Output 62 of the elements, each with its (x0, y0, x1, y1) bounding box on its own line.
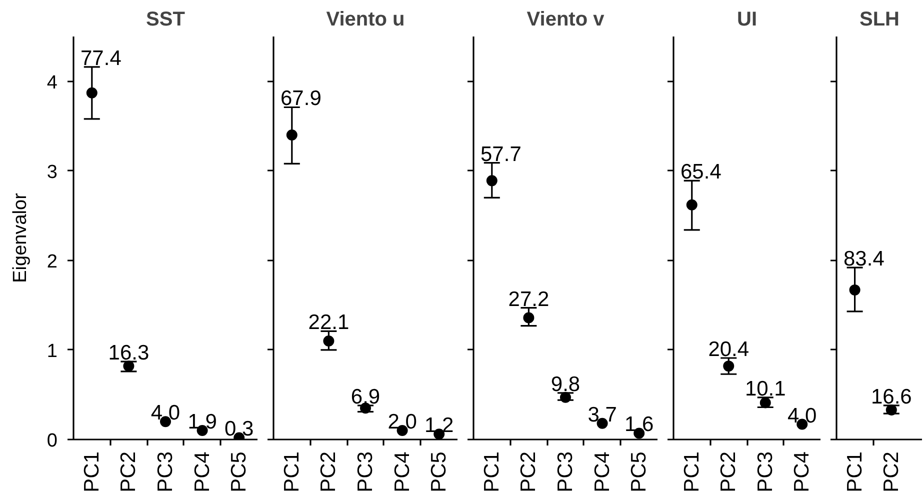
x-tick-label: PC5 (628, 451, 651, 492)
chart-title: Viento u (326, 8, 405, 30)
annotation: 4.0 (788, 404, 817, 428)
x-tick-label: PC5 (228, 451, 251, 492)
point (123, 360, 134, 372)
annotation: 57.7 (480, 142, 522, 166)
y-tick-label: 3 (46, 162, 58, 183)
annotation: 3.7 (588, 403, 617, 426)
point (686, 199, 698, 210)
x-tick-label: PC1 (80, 451, 104, 492)
x-tick-label: PC4 (790, 451, 814, 492)
annotation: 22.1 (308, 311, 350, 334)
annotation: 67.9 (280, 87, 322, 110)
x-tick-label: PC4 (390, 451, 414, 492)
y-tick-label: 2 (46, 251, 58, 272)
annotation: 6.9 (350, 385, 380, 408)
annotation: 1.6 (624, 413, 654, 436)
chart-title: UI (737, 8, 757, 30)
x-tick-label: PC2 (317, 451, 340, 492)
annotation: 16.3 (108, 342, 150, 365)
annotation: 2.0 (388, 410, 417, 434)
x-tick-label: PC1 (843, 451, 866, 492)
x-tick-label: PC2 (880, 451, 903, 492)
annotation: 16.6 (870, 385, 912, 408)
y-tick-label: 1 (46, 340, 58, 362)
point (486, 175, 498, 186)
x-tick-label: PC3 (354, 451, 377, 492)
annotation: 10.1 (744, 377, 786, 400)
x-tick-label: PC3 (154, 451, 177, 492)
annotation: 77.4 (80, 46, 122, 70)
chart-title: SST (146, 8, 185, 30)
y-axis-title: Eigenvalor (10, 192, 31, 283)
x-tick-label: PC1 (480, 451, 504, 492)
annotation: 9.8 (550, 372, 580, 396)
x-tick-label: PC4 (590, 451, 614, 492)
x-tick-label: PC2 (717, 451, 740, 492)
x-tick-label: PC3 (754, 451, 777, 492)
point (560, 392, 571, 403)
annotation: 4.0 (150, 402, 180, 425)
x-tick-label: PC1 (680, 451, 704, 492)
x-tick-label: PC3 (554, 451, 577, 492)
annotation: 83.4 (844, 248, 885, 271)
annotation: 20.4 (708, 338, 750, 362)
x-tick-label: PC2 (117, 451, 140, 492)
point (523, 312, 534, 324)
x-tick-label: PC5 (428, 451, 451, 492)
annotation: 0.3 (224, 418, 254, 441)
annotation: 27.2 (508, 288, 550, 311)
annotation: 65.4 (680, 160, 722, 184)
point (323, 336, 334, 346)
point (86, 87, 98, 98)
x-tick-label: PC1 (280, 451, 304, 492)
x-tick-label: PC4 (190, 451, 214, 492)
y-tick-label: 4 (46, 72, 58, 94)
chart-title: Viento v (526, 8, 606, 30)
point (723, 360, 734, 372)
y-tick-label: 0 (46, 430, 58, 452)
x-tick-label: PC2 (517, 451, 540, 492)
point (760, 397, 771, 408)
point (286, 130, 298, 140)
chart-title: SLH (860, 8, 900, 30)
annotation: 1.9 (188, 410, 217, 434)
